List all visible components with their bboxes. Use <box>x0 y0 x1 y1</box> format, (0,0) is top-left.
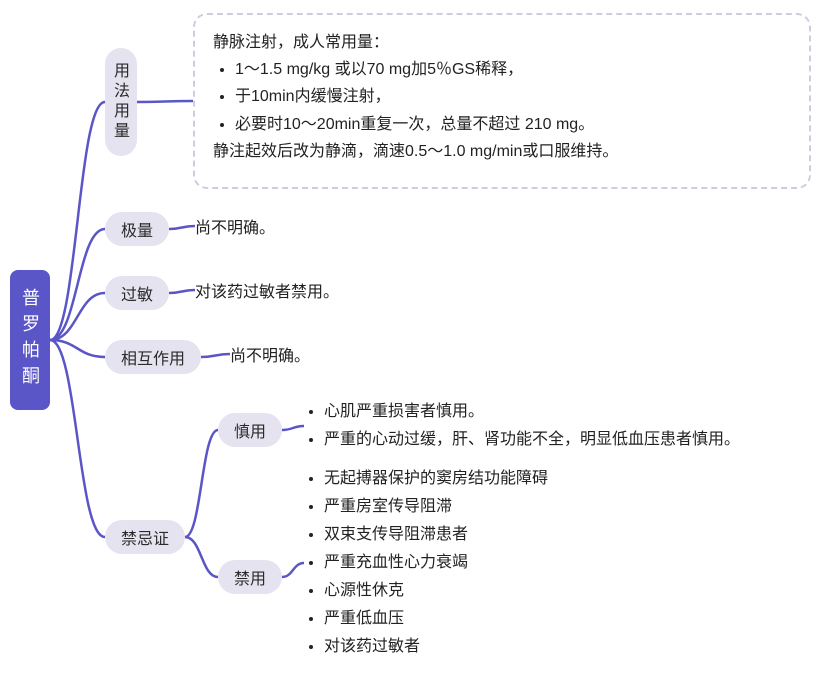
usage-intro: 静脉注射，成人常用量： <box>213 29 791 56</box>
root-label: 普罗帕酮 <box>17 288 43 392</box>
forbid-item: 严重低血压 <box>324 605 548 633</box>
forbid-item: 严重充血性心力衰竭 <box>324 549 548 577</box>
allergy-text: 对该药过敏者禁用。 <box>195 278 339 302</box>
usage-label: 用法用量 <box>111 62 128 142</box>
usage-bullet-item: 必要时10～20min重复一次，总量不超过 210 mg。 <box>235 111 791 138</box>
forbid-label: 禁用 <box>234 571 266 588</box>
forbid-item: 严重房室传导阻滞 <box>324 493 548 521</box>
forbid-list: 无起搏器保护的窦房结功能障碍严重房室传导阻滞双束支传导阻滞患者严重充血性心力衰竭… <box>304 465 548 661</box>
caution-item: 严重的心动过缓，肝、肾功能不全，明显低血压患者慎用。 <box>324 426 740 454</box>
caution-list: 心肌严重损害者慎用。严重的心动过缓，肝、肾功能不全，明显低血压患者慎用。 <box>304 398 740 454</box>
usage-bullet-item: 1～1.5 mg/kg 或以70 mg加5％GS稀释， <box>235 56 791 83</box>
allergy-label: 过敏 <box>121 287 153 304</box>
usage-outro: 静注起效后改为静滴，滴速0.5～1.0 mg/min或口服维持。 <box>213 138 791 165</box>
root-node: 普罗帕酮 <box>10 270 50 410</box>
max-pill: 极量 <box>105 212 169 246</box>
caution-label: 慎用 <box>234 424 266 441</box>
allergy-pill: 过敏 <box>105 276 169 310</box>
max-label: 极量 <box>121 223 153 240</box>
interaction-pill: 相互作用 <box>105 340 201 374</box>
contra-label: 禁忌证 <box>121 531 169 548</box>
caution-item: 心肌严重损害者慎用。 <box>324 398 740 426</box>
caution-pill: 慎用 <box>218 413 282 447</box>
forbid-pill: 禁用 <box>218 560 282 594</box>
forbid-item: 双束支传导阻滞患者 <box>324 521 548 549</box>
usage-pill: 用法用量 <box>105 48 137 156</box>
interaction-label: 相互作用 <box>121 351 185 368</box>
forbid-item: 心源性休克 <box>324 577 548 605</box>
contra-pill: 禁忌证 <box>105 520 185 554</box>
usage-bullets: 1～1.5 mg/kg 或以70 mg加5％GS稀释，于10min内缓慢注射，必… <box>213 56 791 138</box>
usage-box: 静脉注射，成人常用量： 1～1.5 mg/kg 或以70 mg加5％GS稀释，于… <box>193 13 811 189</box>
interaction-text: 尚不明确。 <box>230 342 310 366</box>
forbid-item: 对该药过敏者 <box>324 633 548 661</box>
forbid-item: 无起搏器保护的窦房结功能障碍 <box>324 465 548 493</box>
max-text: 尚不明确。 <box>195 214 275 238</box>
usage-bullet-item: 于10min内缓慢注射， <box>235 83 791 110</box>
